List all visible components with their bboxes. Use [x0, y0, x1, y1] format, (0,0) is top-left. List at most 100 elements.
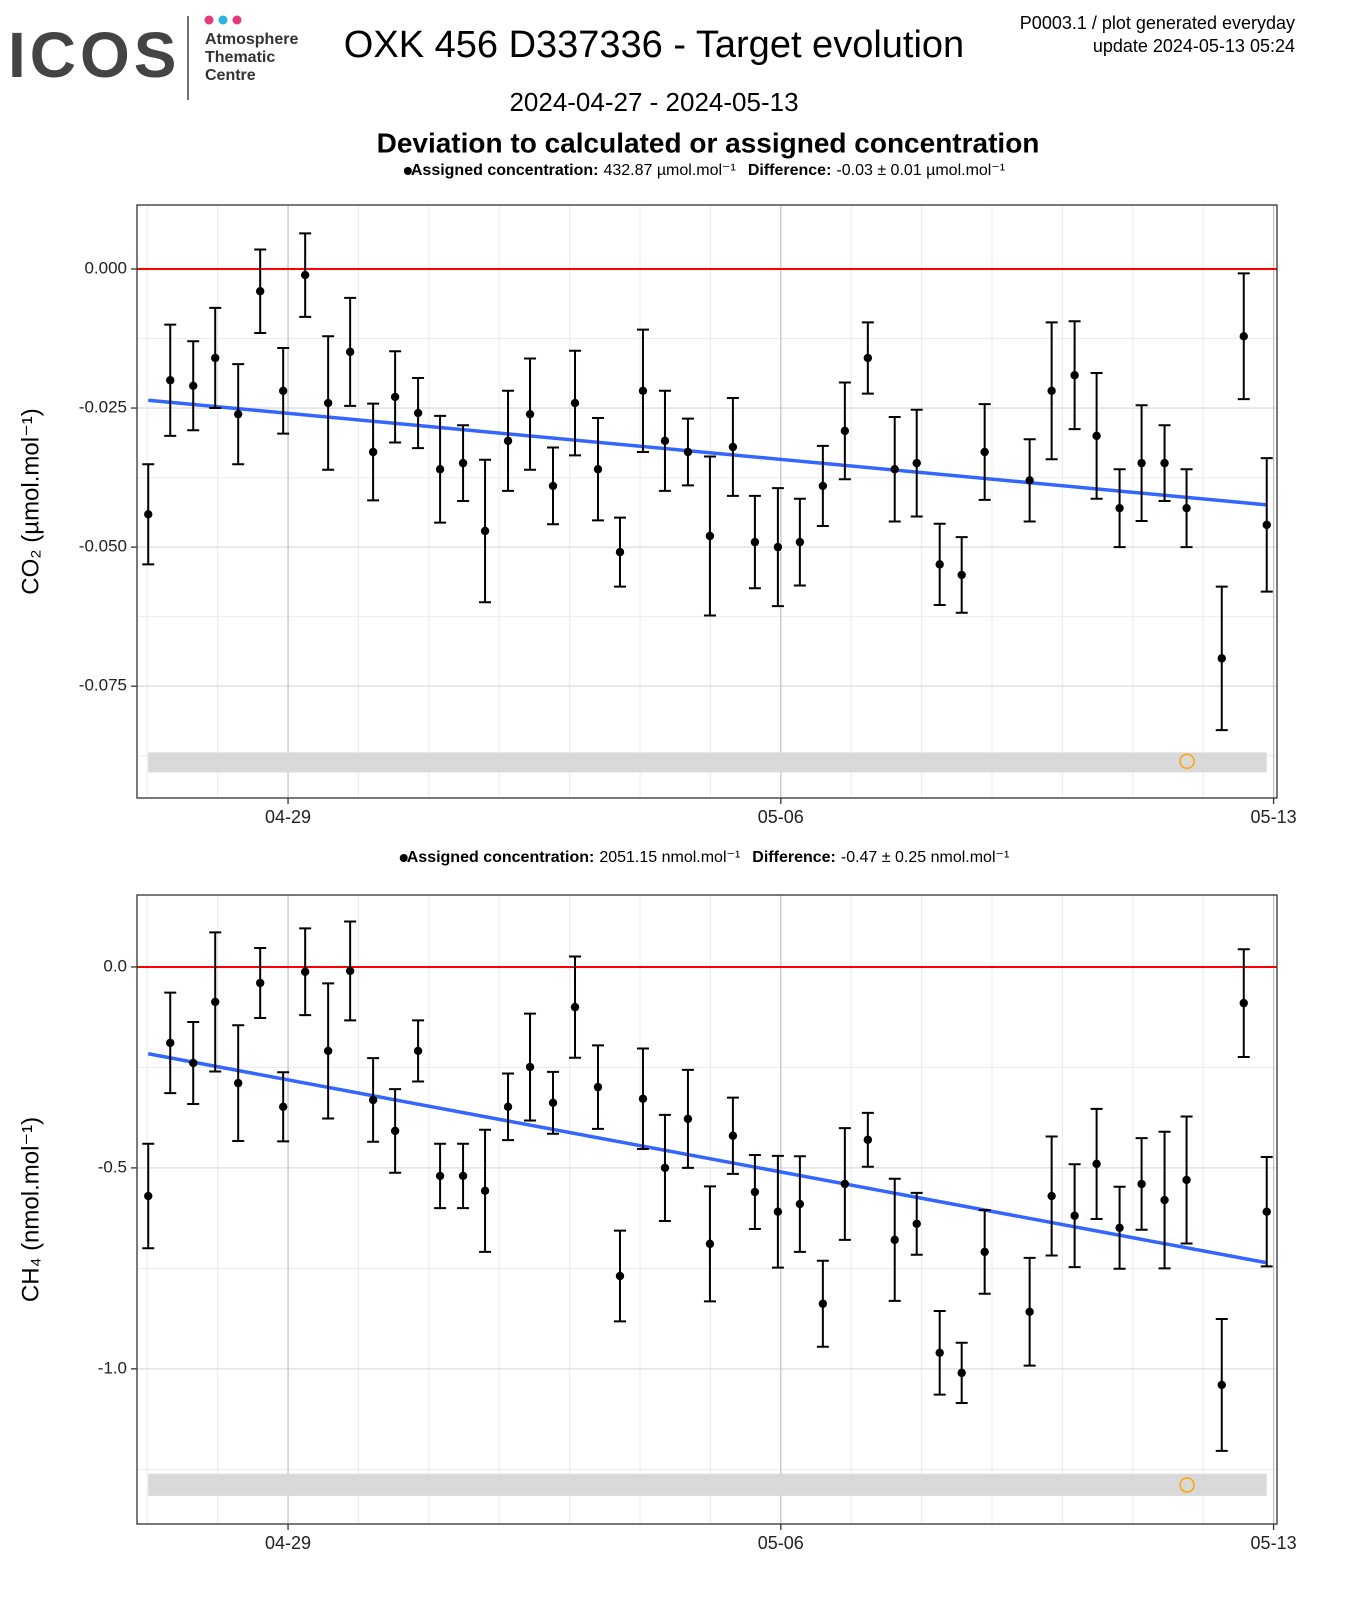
point: [345, 966, 355, 976]
point: [144, 1191, 153, 1201]
y-tick-label: -0.025: [79, 398, 127, 417]
annotation-part: 432.87 µmol.mol⁻¹: [603, 162, 735, 179]
point: [300, 967, 310, 976]
point: [863, 1135, 873, 1144]
point: [890, 1235, 899, 1245]
point: [818, 1299, 828, 1308]
annotation-part: Assigned concentration:: [411, 162, 599, 179]
point: [166, 1038, 175, 1048]
logo-line: Thematic: [205, 49, 275, 66]
point: [233, 1078, 243, 1088]
y-tick-label: 0.000: [84, 258, 127, 277]
point: [211, 997, 220, 1007]
point: [1115, 1223, 1124, 1232]
point: [728, 442, 738, 452]
point: [1160, 1195, 1169, 1205]
point: [935, 1348, 944, 1357]
x-tick-label: 04-29: [265, 1533, 311, 1553]
point: [435, 465, 445, 474]
point: [189, 381, 198, 390]
point: [593, 1082, 603, 1092]
point: [660, 1163, 670, 1173]
info-line: update 2024-05-13 05:24: [1093, 36, 1295, 56]
x-tick-label: 04-29: [265, 807, 311, 827]
point: [1025, 1307, 1034, 1316]
point: [480, 1186, 490, 1196]
annotation-part: Assigned concentration:: [407, 849, 595, 866]
point: [166, 376, 175, 385]
point: [840, 1179, 850, 1189]
point: [1262, 520, 1271, 530]
point: [1047, 1191, 1056, 1201]
marker: [1179, 1477, 1195, 1493]
point: [570, 398, 580, 408]
y-tick-label: -0.050: [79, 537, 127, 556]
point: [480, 526, 490, 536]
point: [323, 1046, 333, 1056]
point: [1239, 332, 1248, 341]
point: [548, 481, 558, 491]
point: [390, 392, 400, 402]
point: [638, 386, 648, 395]
point: [795, 537, 805, 547]
point: [980, 447, 989, 457]
trend-line: [147, 1052, 1268, 1265]
point: [1182, 503, 1191, 513]
y-tick-label: -1.0: [98, 1358, 127, 1377]
point: [773, 1207, 783, 1216]
point: [435, 1171, 445, 1181]
point: [345, 347, 355, 357]
point: [980, 1247, 989, 1257]
point: [1070, 371, 1079, 380]
x-tick-label: 05-13: [1251, 807, 1297, 827]
point: [1115, 503, 1124, 513]
point: [1239, 998, 1248, 1008]
point: [1025, 476, 1034, 485]
annotation-part: 2051.15 nmol.mol⁻¹: [599, 849, 740, 866]
y-tick-label: -0.5: [98, 1157, 127, 1176]
logo-text: ICOS: [8, 19, 180, 91]
point: [1137, 1179, 1146, 1189]
point: [912, 1219, 921, 1228]
point: [525, 1062, 535, 1072]
point: [705, 1239, 715, 1249]
point: [413, 408, 423, 418]
point: [593, 465, 603, 474]
heading: Deviation to calculated or assigned conc…: [377, 127, 1040, 158]
marker: [1179, 753, 1195, 770]
subtitle: 2024-04-27 - 2024-05-13: [509, 87, 798, 117]
point: [863, 353, 873, 363]
point: [750, 537, 760, 547]
point: [1047, 386, 1056, 395]
logo-dot: [232, 15, 242, 25]
point: [728, 1131, 738, 1140]
band: [148, 752, 1267, 773]
point: [233, 409, 243, 419]
panel: [137, 205, 1277, 798]
point: [683, 447, 693, 457]
point: [1070, 1211, 1079, 1220]
point: [570, 1002, 580, 1012]
point: [750, 1187, 760, 1197]
annotation-part: -0.47 ± 0.25 nmol.mol⁻¹: [841, 849, 1009, 866]
x-tick-label: 05-06: [758, 807, 804, 827]
point: [300, 270, 310, 280]
point: [615, 547, 625, 557]
point: [189, 1058, 198, 1068]
point: [795, 1199, 805, 1209]
annotation-part: Difference:: [748, 162, 832, 179]
point: [638, 1094, 648, 1103]
point: [773, 542, 783, 552]
point: [368, 1095, 378, 1105]
y-tick-label: 0.0: [103, 956, 127, 975]
point: [683, 1114, 693, 1124]
panel-border: [136, 204, 1278, 799]
point: [255, 978, 265, 988]
annotation-dot: [403, 167, 412, 175]
logo-line: Centre: [205, 67, 256, 84]
point: [1182, 1175, 1191, 1185]
point: [1217, 654, 1226, 663]
point: [458, 1171, 468, 1181]
point: [912, 458, 921, 468]
